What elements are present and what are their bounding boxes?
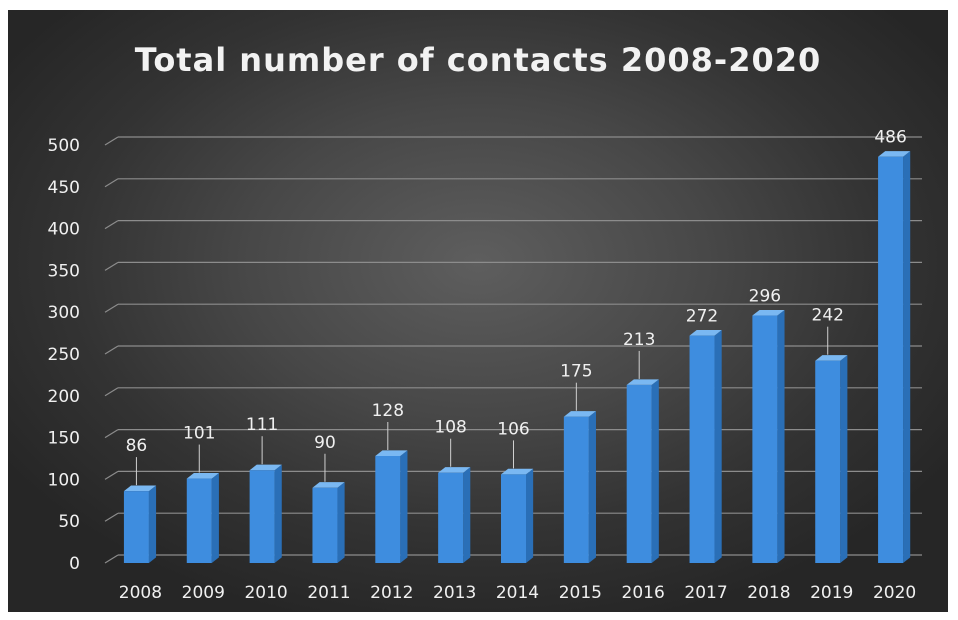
y-tick-label: 300 (48, 303, 80, 323)
y-tick-label: 150 (48, 429, 80, 449)
gridline-edge (104, 178, 119, 188)
data-label: 486 (874, 128, 906, 148)
y-tick-label: 400 (48, 220, 80, 240)
bar (878, 156, 904, 564)
bar-top (501, 468, 534, 475)
bar-side (777, 309, 785, 563)
bar-side (274, 464, 282, 563)
bar (626, 384, 652, 563)
gridline-edge (104, 512, 119, 522)
y-tick-label: 50 (58, 512, 80, 532)
gridline-edge (104, 261, 119, 271)
bars (123, 151, 911, 564)
bar-top (689, 330, 722, 336)
data-label: 108 (434, 418, 466, 438)
data-label: 175 (560, 362, 592, 382)
bar-top (626, 379, 659, 385)
gridline-edge (104, 387, 119, 397)
bar-top (438, 467, 471, 473)
chart-title: Total number of contacts 2008-2020 (134, 41, 822, 79)
y-tick-label: 450 (48, 178, 80, 198)
bar-side (463, 467, 471, 563)
bar (501, 474, 526, 563)
y-tick-label: 0 (69, 554, 80, 574)
bar-side (211, 472, 219, 563)
x-tick-label: 2009 (182, 583, 225, 603)
data-label: 296 (749, 287, 781, 307)
bar-side (526, 468, 534, 563)
bar-top (878, 151, 911, 157)
x-tick-label: 2015 (559, 583, 602, 603)
data-label: 242 (812, 306, 844, 326)
x-tick-label: 2017 (684, 583, 727, 603)
bar (312, 487, 338, 563)
bar-side (400, 450, 408, 563)
bar-top (375, 450, 408, 456)
bar-side (588, 411, 596, 563)
data-label: 101 (183, 424, 215, 444)
y-tick-label: 350 (48, 261, 80, 281)
bar-side (337, 482, 345, 563)
bar-side (651, 379, 659, 563)
bar-top (752, 309, 785, 316)
data-label: 86 (126, 436, 148, 456)
gridline-edge (104, 345, 119, 355)
data-label: 128 (372, 401, 404, 421)
gridline-edge (104, 429, 119, 439)
y-tick-label: 100 (48, 470, 80, 490)
chart-area: 0 50 100 150 200 250 300 350 400 450 500 2008 2009 2… (8, 10, 948, 612)
gridline-edge (104, 303, 119, 313)
x-tick-label: 2020 (873, 583, 916, 603)
bar-top (312, 482, 345, 488)
data-label: 272 (686, 307, 718, 327)
x-tick-label: 2016 (622, 583, 665, 603)
x-tick-label: 2014 (496, 583, 539, 603)
data-labels: 86 101 111 90 128 108 106 175 213 272 296 242 486 (126, 128, 907, 486)
bar-top (123, 485, 157, 492)
gridline-edge (104, 220, 119, 230)
gridline-edge (104, 470, 119, 480)
x-tick-label: 2013 (433, 583, 476, 603)
data-label: 213 (623, 330, 655, 350)
bar (249, 470, 275, 563)
x-tick-label: 2012 (370, 583, 413, 603)
bar-top (249, 464, 282, 471)
data-label: 90 (314, 433, 336, 453)
x-tick-label: 2019 (810, 583, 853, 603)
gridline-edge (104, 554, 119, 564)
bar (752, 315, 778, 563)
x-axis-ticks: 2008 2009 2010 2011 2012 2013 2014 2015 2016 2017… (119, 583, 916, 603)
bar (375, 455, 401, 563)
x-tick-label: 2018 (747, 583, 790, 603)
data-label: 111 (246, 415, 278, 435)
bar-side (840, 355, 848, 563)
bar (689, 335, 715, 563)
bar (563, 416, 589, 563)
y-tick-label: 200 (48, 387, 80, 407)
bar (815, 360, 841, 563)
bar-top (563, 411, 596, 417)
y-tick-label: 500 (48, 136, 80, 156)
x-tick-label: 2011 (307, 583, 350, 603)
bar-side (903, 151, 911, 563)
x-tick-label: 2008 (119, 583, 162, 603)
bar (438, 472, 464, 563)
y-axis-ticks: 0 50 100 150 200 250 300 350 400 450 500 (48, 136, 80, 574)
x-tick-label: 2010 (244, 583, 287, 603)
bar (186, 478, 212, 563)
bar-top (186, 472, 219, 479)
bar-side (714, 330, 722, 563)
bar-side (148, 485, 157, 563)
bar (123, 491, 149, 563)
data-label: 106 (497, 419, 529, 439)
y-tick-label: 250 (48, 345, 80, 365)
bar-top (815, 355, 848, 361)
gridline-edge (104, 136, 119, 146)
